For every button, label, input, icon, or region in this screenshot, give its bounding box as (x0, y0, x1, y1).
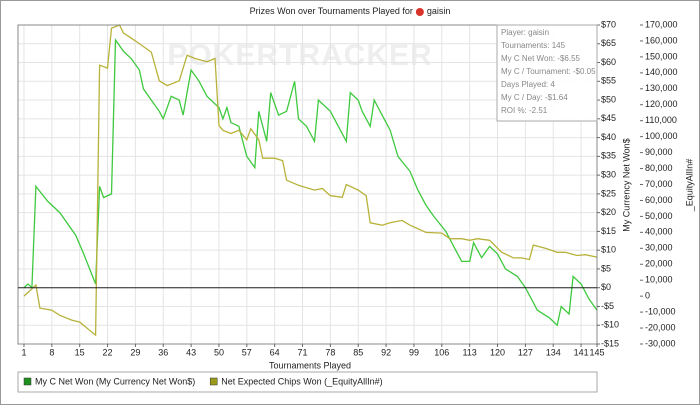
x-tick-label: 78 (325, 347, 335, 357)
legend: My C Net Won (My Currency Net Won$) Net E… (23, 376, 383, 386)
y2-tick-label: 70,000 (645, 179, 673, 189)
y2-axis-title: _EquityAllIn# (684, 159, 694, 213)
x-tick-label: 22 (103, 347, 113, 357)
y-tick-label: $15 (601, 226, 616, 236)
y-tick-label: $20 (601, 207, 616, 217)
info-line: My C / Day: -$1.64 (501, 93, 568, 102)
watermark: POKERTRACKER (167, 39, 432, 72)
x-axis-title: Tournaments Played (269, 360, 351, 370)
y-tick-label: $35 (601, 151, 616, 161)
y-tick-label: $40 (601, 132, 616, 142)
y2-tick-label: 40,000 (645, 227, 673, 237)
info-line: Tournaments: 145 (501, 41, 566, 50)
y2-tick-label: 0 (645, 291, 650, 301)
y2-tick-label: 110,000 (645, 115, 677, 125)
x-tick-label: 71 (298, 347, 308, 357)
axes: -$15 -$10 -$5 $0 $5 $10 $15 $20 $25 $30 $35 $40 $45 $… (18, 19, 678, 357)
legend-swatch (209, 377, 218, 386)
y2-tick-label: 10,000 (645, 275, 673, 285)
y-tick-label: $30 (601, 169, 616, 179)
series-line (23, 24, 598, 337)
y2-tick-label: -30,000 (645, 338, 676, 348)
x-tick-label: 43 (186, 347, 196, 357)
x-tick-label: 8 (49, 347, 54, 357)
x-tick-label: 106 (434, 347, 449, 357)
y-tick-label: $60 (601, 57, 616, 67)
x-tick-label: 50 (214, 347, 224, 357)
x-tick-label: 64 (270, 347, 280, 357)
y-tick-label: -$15 (601, 338, 619, 348)
x-tick-label: 29 (130, 347, 140, 357)
y-tick-label: $10 (601, 245, 616, 255)
y2-tick-label: 140,000 (645, 67, 678, 77)
series-line (23, 38, 598, 327)
x-tick-label: 36 (158, 347, 168, 357)
y-tick-label: $65 (601, 38, 616, 48)
info-box (496, 24, 598, 122)
y2-tick-label: 30,000 (645, 243, 673, 253)
x-tick-label: 113 (462, 347, 476, 357)
y2-tick-label: 100,000 (645, 131, 678, 141)
x-tick-label: 145 (589, 347, 604, 357)
x-tick-label: 141 (574, 347, 589, 357)
x-tick-label: 57 (242, 347, 252, 357)
legend-swatch (23, 377, 32, 386)
x-tick-label: 120 (490, 347, 505, 357)
plot-frame (17, 24, 598, 345)
info-line: Days Played: 4 (501, 80, 555, 89)
x-tick-label: 85 (353, 347, 363, 357)
y2-tick-label: 50,000 (645, 211, 673, 221)
y-tick-label: $70 (601, 19, 616, 29)
y-tick-label: $0 (601, 282, 611, 292)
y2-tick-label: 80,000 (645, 163, 673, 173)
y-axis-title: My Currency Net Won$ (621, 138, 631, 231)
lines (23, 24, 598, 337)
title-player: gaisin (427, 6, 451, 16)
y2-tick-label: 20,000 (645, 259, 673, 269)
legend-label: My C Net Won (My Currency Net Won$) (35, 376, 195, 386)
y-tick-label: $25 (601, 188, 616, 198)
x-tick-label: 99 (409, 347, 419, 357)
x-tick-label: 92 (381, 347, 391, 357)
info-line: Player: gaisin (501, 28, 549, 37)
x-tick-label: 134 (546, 347, 561, 357)
y2-tick-label: 160,000 (645, 35, 678, 45)
y2-tick-label: 150,000 (645, 51, 678, 61)
y-tick-label: $5 (601, 263, 611, 273)
y-tick-label: $55 (601, 76, 616, 86)
y-tick-label: $45 (601, 113, 616, 123)
legend-box (17, 371, 598, 393)
info-line: ROI %: -2.51 (501, 106, 548, 115)
legend-label: Net Expected Chips Won (_EquityAllIn#) (221, 376, 382, 386)
y2-tick-label: 90,000 (645, 147, 673, 157)
y2-tick-label: -10,000 (645, 306, 676, 316)
x-tick-label: 127 (518, 347, 533, 357)
y2-tick-label: -20,000 (645, 322, 676, 332)
info-line: My C / Tournament: -$0.05 (501, 67, 596, 76)
y2-tick-label: 170,000 (645, 19, 678, 29)
title-text: Prizes Won over Tournaments Played for (250, 6, 413, 16)
player-icon (415, 8, 424, 16)
chart-title: Prizes Won over Tournaments Played for ga… (250, 6, 451, 16)
y2-tick-label: 120,000 (645, 99, 678, 109)
y-tick-label: -$5 (601, 301, 614, 311)
y-tick-label: $50 (601, 94, 616, 104)
y-tick-label: -$10 (601, 320, 619, 330)
x-tick-label: 1 (21, 347, 26, 357)
y2-tick-label: 130,000 (645, 83, 678, 93)
info-line: My C Net Won: -$6.55 (501, 54, 581, 63)
x-tick-label: 15 (75, 347, 85, 357)
y2-tick-label: 60,000 (645, 195, 673, 205)
info: Player: gaisin Tournaments: 145 My C Net W… (501, 28, 596, 115)
